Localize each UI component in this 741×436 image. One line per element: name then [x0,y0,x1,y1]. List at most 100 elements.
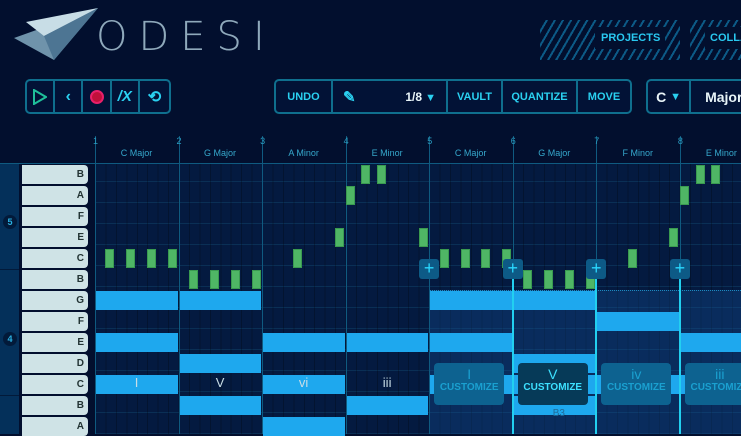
chord-note[interactable] [179,354,262,373]
quantize-button[interactable]: QUANTIZE [503,81,578,112]
bar-chord-name: E Minor [371,148,403,158]
chord-note[interactable] [179,396,262,415]
key-mode-select[interactable]: Major [705,88,741,105]
melody-note[interactable] [168,249,178,268]
melody-note[interactable] [460,249,470,268]
key-root-select[interactable]: C ▼ [648,81,692,112]
customize-card[interactable]: I CUSTOMIZE [434,363,505,405]
melody-note[interactable] [481,249,491,268]
loop-icon: ⟲ [147,88,162,106]
chord-note[interactable] [263,333,345,352]
melody-note[interactable] [679,186,689,205]
melody-note[interactable] [345,186,355,205]
piano-key[interactable]: F [22,207,88,226]
melody-note[interactable] [126,249,136,268]
customize-card[interactable]: iiiCUSTOMIZE [684,363,741,405]
melody-note[interactable] [209,270,219,289]
add-chord-button[interactable]: + [669,259,690,279]
play-button[interactable] [27,81,56,112]
loop-button[interactable]: ⟲ [140,81,169,112]
record-button[interactable] [83,81,112,112]
melody-note[interactable] [439,249,449,268]
chord-note[interactable] [96,375,178,394]
melody-note[interactable] [711,165,721,184]
customize-card[interactable]: iv CUSTOMIZE [601,363,672,405]
chord-note[interactable] [680,333,741,352]
chord-note[interactable] [346,333,429,352]
melody-note[interactable] [105,249,115,268]
key-root-value: C [656,88,667,105]
chord-note[interactable] [263,417,345,436]
bar-line [178,136,180,434]
back-icon: ‹ [65,87,71,105]
bar-chord-name: C Major [454,148,487,158]
customize-label: CUSTOMIZE [606,382,666,393]
piano-key[interactable]: B [22,165,88,184]
move-button[interactable]: MOVE [587,90,621,103]
octave-bar [0,164,19,434]
octave-divider [0,395,19,396]
chevron-down-icon: ▼ [425,91,436,104]
grid-size-select[interactable]: ✎ 1/8 ▼ [333,81,448,112]
back-button[interactable]: ‹ [55,81,84,112]
add-chord-button[interactable]: + [502,259,523,279]
chord-note[interactable] [513,291,596,310]
piano-key[interactable]: B [22,270,88,289]
play-icon [33,88,48,105]
transport-group: ‹ /X ⟲ [25,79,171,114]
melody-note[interactable] [293,249,303,268]
undo-button[interactable]: UNDO [276,81,333,112]
chord-numeral: I [134,375,139,390]
bar-number: 5 [427,136,433,146]
piano-key[interactable]: C [22,375,88,394]
add-chord-button[interactable]: + [586,259,607,279]
chord-numeral: I [467,366,472,382]
chord-note[interactable] [179,291,262,310]
melody-note[interactable] [147,249,157,268]
piano-key[interactable]: E [22,333,88,352]
melody-note[interactable] [376,165,386,184]
chord-note[interactable] [430,291,512,310]
melody-note[interactable] [695,165,705,184]
piano-key[interactable]: D [22,354,88,373]
chord-note[interactable] [263,375,345,394]
melody-note[interactable] [251,270,261,289]
melody-note[interactable] [335,228,345,247]
nav-collab-label[interactable]: COLLA [710,32,741,44]
customize-label: CUSTOMIZE [523,382,583,393]
metronome-button[interactable]: /X [112,81,140,112]
piano-key[interactable]: G [22,291,88,310]
bar-number: 8 [677,136,683,146]
chevron-down-icon: ▼ [670,90,681,103]
melody-note[interactable] [361,165,371,184]
piano-key[interactable]: B [22,396,88,415]
vault-button[interactable]: VAULT [448,81,503,112]
piano-key[interactable]: A [22,186,88,205]
add-chord-button[interactable]: + [419,259,440,279]
piano-key[interactable]: E [22,228,88,247]
piano-key[interactable]: C [22,249,88,268]
melody-note[interactable] [544,270,554,289]
bar-number: 7 [594,136,600,146]
bar-line [345,136,347,434]
chord-note[interactable] [96,333,178,352]
chord-note[interactable] [346,396,429,415]
melody-note[interactable] [627,249,637,268]
melody-note[interactable] [523,270,533,289]
melody-note[interactable] [230,270,240,289]
melody-note[interactable] [669,228,679,247]
bar-number: 6 [510,136,516,146]
nav-projects-label[interactable]: PROJECTS [601,32,661,44]
chord-note[interactable] [597,312,679,331]
chord-numeral: iii [382,375,392,390]
chord-note[interactable] [96,291,178,310]
bar-number: 2 [176,136,182,146]
chord-note[interactable] [430,333,512,352]
piano-key[interactable]: F [22,312,88,331]
customize-card[interactable]: V CUSTOMIZE [517,363,588,405]
melody-note[interactable] [418,228,428,247]
melody-note[interactable] [564,270,574,289]
melody-note[interactable] [188,270,198,289]
logo-text: ODESI [96,14,276,60]
piano-key[interactable]: A [22,417,88,436]
